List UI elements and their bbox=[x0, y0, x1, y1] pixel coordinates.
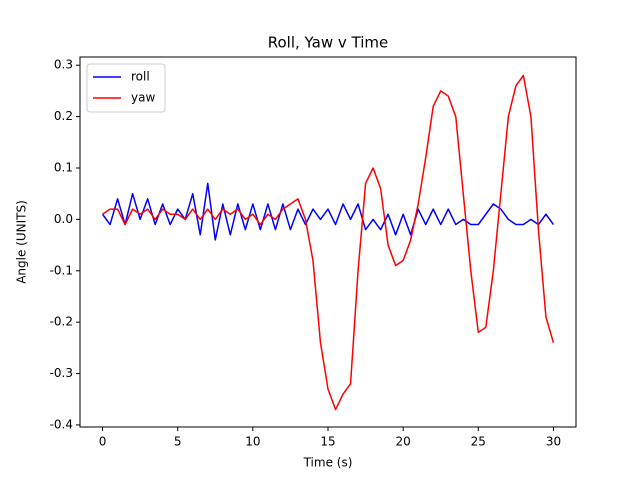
x-axis-label: Time (s) bbox=[303, 456, 353, 470]
plot-frame bbox=[79, 56, 577, 428]
legend-box bbox=[86, 63, 166, 113]
y-tick-label: -0.4 bbox=[50, 417, 73, 431]
x-tick-label: 30 bbox=[546, 435, 561, 449]
legend-label: yaw bbox=[131, 91, 155, 105]
y-axis-label: Angle (UNITS) bbox=[15, 200, 29, 284]
y-tick-label: -0.3 bbox=[50, 366, 73, 380]
x-tick-label: 0 bbox=[99, 435, 107, 449]
legend-label: roll bbox=[131, 70, 150, 84]
y-tick-label: 0.1 bbox=[54, 161, 73, 175]
series-line bbox=[101, 182, 555, 241]
y-tick-label: 0.2 bbox=[54, 109, 73, 123]
chart-title: Roll, Yaw v Time bbox=[268, 34, 388, 52]
y-tick-label: -0.2 bbox=[50, 315, 73, 329]
x-tick-label: 10 bbox=[245, 435, 260, 449]
y-tick-label: 0.3 bbox=[54, 58, 73, 72]
y-tick-label: -0.1 bbox=[50, 263, 73, 277]
x-tick-label: 25 bbox=[471, 435, 486, 449]
x-tick-label: 15 bbox=[320, 435, 335, 449]
x-tick-label: 5 bbox=[174, 435, 182, 449]
y-tick-label: 0.0 bbox=[54, 212, 73, 226]
series-line bbox=[102, 74, 555, 411]
x-tick-label: 20 bbox=[396, 435, 411, 449]
